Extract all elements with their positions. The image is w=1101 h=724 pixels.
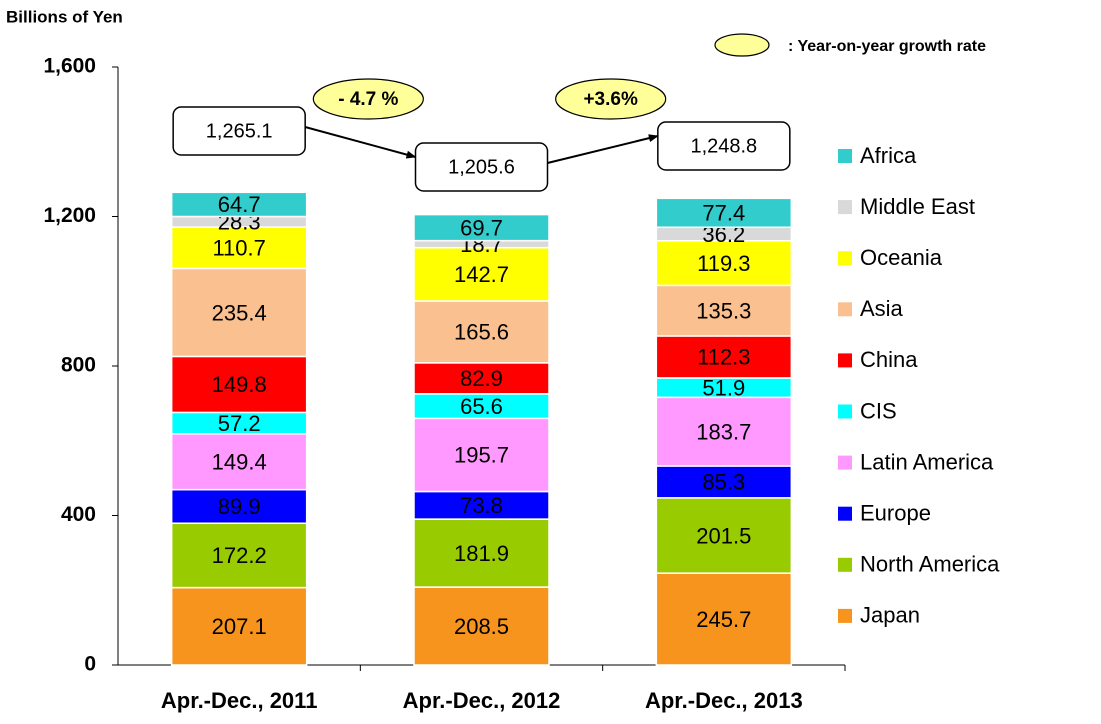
total-label: 1,205.6	[448, 156, 515, 178]
data-label: 64.7	[218, 192, 261, 217]
data-label: 181.9	[454, 541, 509, 566]
legend-label: Africa	[860, 143, 917, 168]
bar-segment	[170, 267, 308, 358]
legend-swatch	[838, 251, 852, 266]
x-tick-label: Apr.-Dec., 2013	[645, 688, 803, 713]
growth-legend-swatch	[714, 33, 770, 57]
legend-swatch	[838, 149, 852, 163]
data-label: 112.3	[697, 345, 750, 370]
data-label: 207.1	[212, 614, 267, 639]
legend-label: Latin America	[860, 449, 994, 474]
data-label: 73.8	[460, 493, 503, 518]
x-tick-label: Apr.-Dec., 2011	[161, 688, 318, 713]
bar-segment	[413, 417, 550, 493]
bar-segment	[655, 197, 793, 229]
bar-segment	[170, 522, 308, 589]
bar-segment	[413, 362, 550, 395]
data-label: 142.7	[454, 262, 509, 287]
growth-arrow	[304, 126, 417, 159]
data-label: 89.9	[218, 494, 261, 519]
legend-label: Japan	[860, 603, 920, 628]
bar-segment	[170, 226, 308, 270]
bar-segment	[413, 246, 550, 302]
data-label: 165.6	[454, 320, 509, 345]
data-label: 245.7	[696, 607, 751, 632]
data-label: 82.9	[460, 366, 503, 391]
bar-segment	[170, 191, 308, 218]
total-box	[414, 142, 549, 192]
data-label: 235.4	[212, 300, 267, 325]
data-label: 57.2	[218, 411, 261, 436]
bar-segment	[170, 433, 308, 491]
legend-swatch	[838, 200, 852, 215]
legend-swatch	[838, 608, 852, 623]
y-tick-label: 1,600	[43, 55, 96, 78]
legend-swatch	[838, 506, 852, 521]
legend-swatch	[838, 353, 852, 368]
data-label: 195.7	[454, 443, 509, 468]
bar-segment	[655, 240, 793, 287]
legend-label: Middle East	[860, 194, 975, 219]
data-label: 65.6	[460, 394, 503, 419]
growth-bubble	[312, 78, 424, 120]
bar-segment	[413, 518, 550, 588]
y-tick-label: 1,200	[43, 204, 96, 227]
growth-arrow	[547, 134, 659, 164]
data-label: 110.7	[212, 236, 265, 261]
data-label: 85.3	[702, 470, 745, 495]
bar-segment	[413, 213, 550, 242]
data-label: 119.3	[697, 251, 750, 276]
legend-label: China	[860, 347, 918, 372]
total-box	[172, 106, 306, 156]
x-tick-label: Apr.-Dec., 2012	[403, 688, 561, 713]
bar-segment	[170, 355, 308, 414]
data-label: 149.8	[212, 372, 267, 397]
y-tick-label: 0	[84, 653, 96, 676]
legend-swatch	[838, 302, 852, 317]
bar-segment	[655, 497, 793, 574]
growth-bubble	[555, 78, 667, 120]
legend-swatch	[838, 404, 852, 419]
total-label: 1,265.1	[206, 120, 273, 142]
y-tick-label: 400	[61, 503, 96, 526]
bar-segment	[170, 488, 308, 524]
data-label: 77.4	[702, 201, 745, 226]
data-label: 183.7	[696, 419, 751, 444]
bar-segment	[655, 335, 793, 379]
data-label: 149.4	[212, 450, 267, 475]
data-label: 208.5	[454, 614, 509, 639]
growth-label: - 4.7 %	[338, 89, 398, 110]
data-label: 172.2	[212, 543, 267, 568]
legend-label: Asia	[860, 296, 904, 321]
growth-label: +3.6%	[583, 89, 638, 110]
legend-label: Europe	[860, 501, 931, 526]
data-label: 201.5	[696, 523, 751, 548]
bar-segment	[655, 396, 793, 467]
data-label: 69.7	[460, 215, 503, 240]
total-box	[657, 121, 791, 171]
legend-swatch	[838, 557, 852, 572]
bar-segment	[413, 300, 550, 364]
total-label: 1,248.8	[690, 135, 757, 157]
growth-legend-text: : Year-on-year growth rate	[788, 38, 986, 55]
legend-label: North America	[860, 552, 1000, 577]
y-axis-label: Billions of Yen	[6, 7, 123, 26]
data-label: 135.3	[696, 298, 751, 323]
data-label: 51.9	[702, 375, 745, 400]
legend-swatch	[838, 455, 852, 470]
y-tick-label: 800	[61, 354, 96, 377]
legend-label: Oceania	[860, 245, 943, 270]
legend-label: CIS	[860, 398, 897, 423]
bar-segment	[413, 393, 550, 420]
bar-segment	[655, 572, 793, 666]
bar-segment	[655, 284, 793, 337]
